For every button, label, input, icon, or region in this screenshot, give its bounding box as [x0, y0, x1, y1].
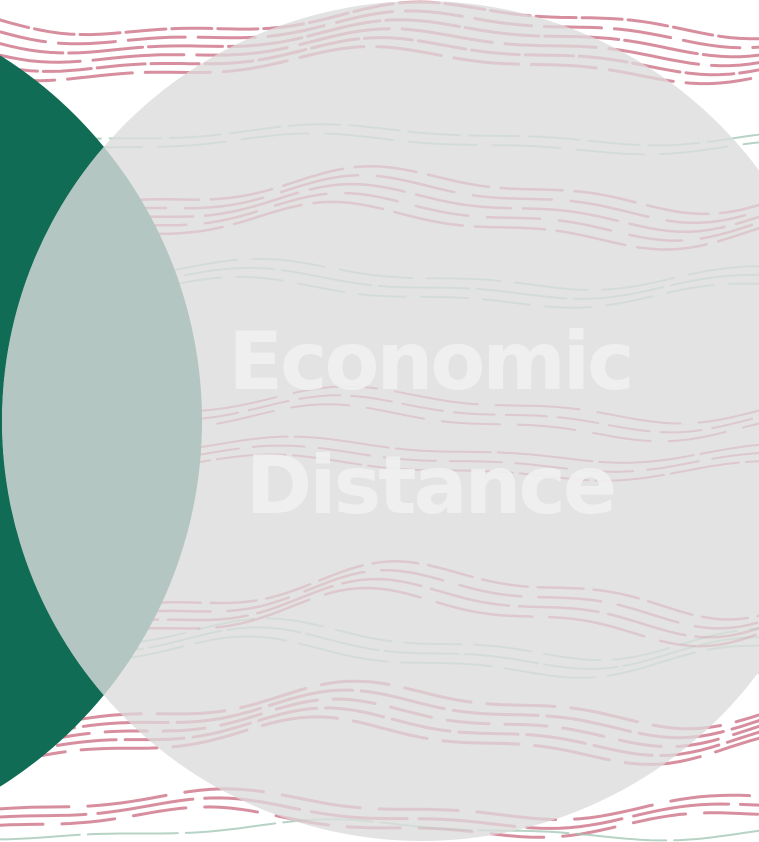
texture-line: [2, 123, 759, 147]
texture-line: [2, 191, 759, 242]
texture-line: [2, 617, 759, 662]
texture-line: [2, 706, 759, 758]
texture-line: [2, 132, 759, 156]
